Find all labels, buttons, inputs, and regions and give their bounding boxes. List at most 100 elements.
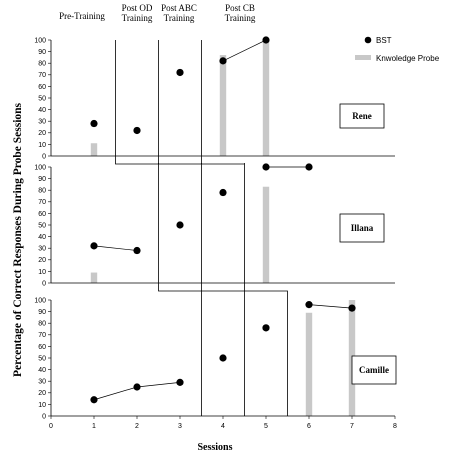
bst-line [93,245,138,251]
bst-point [176,68,184,77]
legend: BST Knwoledge Probe [355,36,440,63]
y-tick-label: 30 [38,246,46,253]
bst-line [222,39,267,62]
participant-name: Illana [351,223,374,233]
legend-bst-marker [364,36,372,44]
y-tick-label: 50 [38,95,46,102]
y-tick-label: 70 [38,332,46,339]
y-tick-label: 40 [38,367,46,374]
bst-line [308,304,353,309]
y-tick-label: 40 [38,234,46,241]
panel-camille: 0 10 20 30 40 50 60 70 80 90 100 Camille [34,297,397,420]
bst-point [305,163,313,171]
y-tick-label: 30 [38,119,46,126]
probe-bar [262,186,270,283]
phase-label: Post OD [122,3,153,13]
bst-point [262,36,270,44]
x-axis: 0 1 2 3 4 5 6 7 8 [49,415,397,430]
bst-point [219,188,227,197]
bst-point [305,301,313,309]
x-tick-label: 3 [178,423,182,430]
x-tick-label: 4 [221,423,225,430]
y-tick-label: 20 [38,390,46,397]
bst-point [133,126,141,135]
y-tick-label: 100 [34,297,46,304]
x-tick-label: 6 [307,423,311,430]
probe-bar [90,272,98,283]
y-tick-label: 90 [38,49,46,56]
participant-box [339,103,385,129]
legend-bst-label: BST [376,36,392,45]
y-tick-label: 10 [38,142,46,149]
participant-box [339,213,385,243]
phase-label: Training [164,13,195,23]
y-axis-label: Percentage of Correct Responses During P… [12,102,24,377]
y-tick-label: 0 [42,280,46,287]
bst-point [176,221,184,229]
y-tick-label: 80 [38,61,46,68]
bst-point [133,383,141,391]
x-tick-label: 8 [393,423,397,430]
legend-probe-swatch [355,55,371,60]
y-tick-label: 90 [38,176,46,183]
y-tick-label: 40 [38,107,46,114]
phase-label: Post CB [225,3,255,13]
bst-point [348,304,356,312]
y-tick-label: 20 [38,257,46,264]
y-tick-label: 10 [38,269,46,276]
panel-rene: 0 10 20 30 40 50 60 70 80 90 100 Rene [34,36,395,160]
y-tick-label: 50 [38,222,46,229]
y-tick-label: 20 [38,130,46,137]
phase-change-lines [115,40,288,416]
x-tick-label: 0 [49,423,53,430]
y-tick-label: 60 [38,84,46,91]
y-tick-label: 100 [34,164,46,171]
bst-point [90,242,98,250]
y-tick-label: 70 [38,199,46,206]
bst-point [219,57,227,65]
phase-change-line [201,40,288,416]
bst-point [262,324,270,332]
legend-probe-label: Knwoledge Probe [376,54,440,63]
participant-name: Rene [352,111,372,121]
y-tick-label: 80 [38,321,46,328]
probe-bar [90,143,98,156]
y-tick-label: 70 [38,72,46,79]
bst-point [262,163,270,171]
y-tick-label: 90 [38,309,46,316]
y-tick-label: 0 [42,153,46,160]
probe-bar [305,312,313,416]
phase-change-line [158,40,245,416]
bst-point [176,378,184,386]
panel-illana: 0 10 20 30 40 50 60 70 80 90 100 Illana [34,163,395,287]
bst-point [90,396,98,404]
x-axis-label: Sessions [197,442,232,451]
y-tick-label: 80 [38,188,46,195]
y-tick-label: 0 [42,413,46,420]
phase-label: Training [122,13,153,23]
x-tick-label: 5 [264,423,268,430]
probe-bar [219,55,227,156]
y-tick-label: 30 [38,379,46,386]
phase-change-line [115,40,202,416]
y-tick-label: 10 [38,402,46,409]
y-tick-label: 60 [38,211,46,218]
bst-point [219,354,227,362]
y-tick-label: 60 [38,344,46,351]
phase-label: Pre-Training [59,11,105,21]
y-tick-label: 100 [34,37,46,44]
bst-point [133,246,141,255]
x-tick-label: 2 [135,423,139,430]
y-tick-label: 50 [38,355,46,362]
bst-point [90,119,98,128]
phase-label: Training [225,13,256,23]
participant-name: Camille [359,365,389,375]
probe-bar [262,40,270,156]
panels: 0102030405060708090100Rene01020304050607… [34,36,397,420]
x-tick-label: 1 [92,423,96,430]
phase-label: Post ABC [161,3,197,13]
participant-box [351,355,397,385]
x-tick-label: 7 [350,423,354,430]
